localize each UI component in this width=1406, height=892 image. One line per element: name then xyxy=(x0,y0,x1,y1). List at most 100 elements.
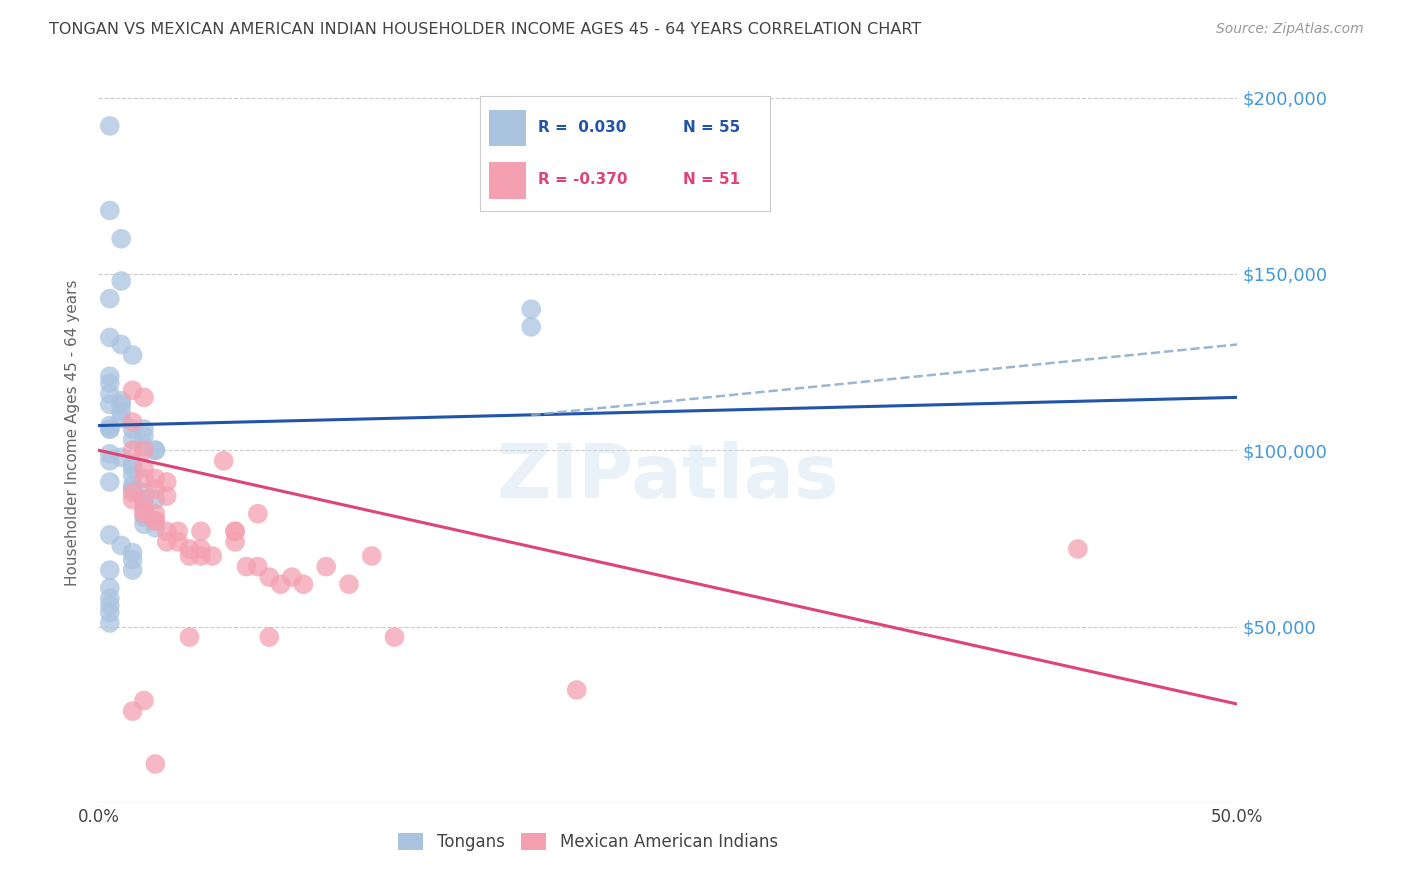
Point xyxy=(132,503,155,517)
Point xyxy=(121,545,143,559)
Point xyxy=(259,570,281,584)
Point xyxy=(98,418,121,433)
Point xyxy=(110,393,132,408)
Point xyxy=(145,514,167,528)
Point xyxy=(190,549,212,563)
Point xyxy=(224,524,246,539)
Point xyxy=(201,549,224,563)
Point xyxy=(132,485,155,500)
Point xyxy=(121,443,143,458)
Point xyxy=(121,384,143,398)
Point xyxy=(98,203,121,218)
Point xyxy=(145,443,167,458)
Point xyxy=(98,376,121,391)
Point xyxy=(1067,541,1090,556)
Point xyxy=(98,606,121,620)
Point xyxy=(179,549,201,563)
Point xyxy=(520,319,543,334)
Point xyxy=(98,330,121,344)
Point xyxy=(98,454,121,468)
Point xyxy=(121,467,143,482)
Point xyxy=(98,475,121,489)
Point xyxy=(121,563,143,577)
Point xyxy=(246,507,269,521)
Point xyxy=(121,415,143,429)
Point xyxy=(98,447,121,461)
Point xyxy=(212,454,235,468)
Point xyxy=(98,563,121,577)
Point xyxy=(110,411,132,425)
Point xyxy=(270,577,292,591)
Point xyxy=(384,630,406,644)
Point xyxy=(259,630,281,644)
Point xyxy=(132,492,155,507)
Point xyxy=(145,514,167,528)
Point xyxy=(121,492,143,507)
Point xyxy=(98,369,121,384)
Point xyxy=(132,510,155,524)
Point xyxy=(156,535,179,549)
Point xyxy=(110,397,132,411)
Point xyxy=(145,492,167,507)
Point xyxy=(360,549,382,563)
Point xyxy=(110,337,132,351)
Point xyxy=(110,538,132,552)
Point xyxy=(179,541,201,556)
Text: ZIPatlas: ZIPatlas xyxy=(496,441,839,514)
Point xyxy=(132,440,155,454)
Point xyxy=(121,433,143,447)
Point xyxy=(98,292,121,306)
Point xyxy=(156,524,179,539)
Point xyxy=(121,704,143,718)
Text: TONGAN VS MEXICAN AMERICAN INDIAN HOUSEHOLDER INCOME AGES 45 - 64 YEARS CORRELAT: TONGAN VS MEXICAN AMERICAN INDIAN HOUSEH… xyxy=(49,22,921,37)
Point xyxy=(190,524,212,539)
Point xyxy=(110,404,132,418)
Point xyxy=(132,461,155,475)
Point xyxy=(224,524,246,539)
Point xyxy=(281,570,304,584)
Point xyxy=(145,443,167,458)
Point xyxy=(292,577,315,591)
Point xyxy=(121,458,143,472)
Point xyxy=(167,524,190,539)
Point xyxy=(121,478,143,492)
Point xyxy=(132,500,155,514)
Point xyxy=(145,521,167,535)
Y-axis label: Householder Income Ages 45 - 64 years: Householder Income Ages 45 - 64 years xyxy=(65,279,80,586)
Point xyxy=(145,507,167,521)
Point xyxy=(98,397,121,411)
Point xyxy=(121,482,143,496)
Point xyxy=(121,552,143,566)
Point xyxy=(132,390,155,404)
Point xyxy=(132,507,155,521)
Point xyxy=(98,422,121,436)
Point xyxy=(132,693,155,707)
Point xyxy=(179,630,201,644)
Point xyxy=(337,577,360,591)
Point xyxy=(98,119,121,133)
Point xyxy=(98,387,121,401)
Point xyxy=(520,302,543,317)
Point xyxy=(156,475,179,489)
Point xyxy=(132,517,155,532)
Point xyxy=(121,485,143,500)
Point xyxy=(145,757,167,772)
Point xyxy=(145,471,167,485)
Legend: Tongans, Mexican American Indians: Tongans, Mexican American Indians xyxy=(392,826,785,857)
Point xyxy=(132,429,155,443)
Point xyxy=(565,683,588,698)
Point xyxy=(110,232,132,246)
Point xyxy=(190,541,212,556)
Point xyxy=(132,443,155,458)
Point xyxy=(98,599,121,613)
Point xyxy=(121,461,143,475)
Point xyxy=(132,492,155,507)
Point xyxy=(110,274,132,288)
Point xyxy=(156,489,179,503)
Point xyxy=(224,535,246,549)
Point xyxy=(132,471,155,485)
Point xyxy=(121,348,143,362)
Point xyxy=(98,615,121,630)
Point xyxy=(110,450,132,465)
Point xyxy=(98,528,121,542)
